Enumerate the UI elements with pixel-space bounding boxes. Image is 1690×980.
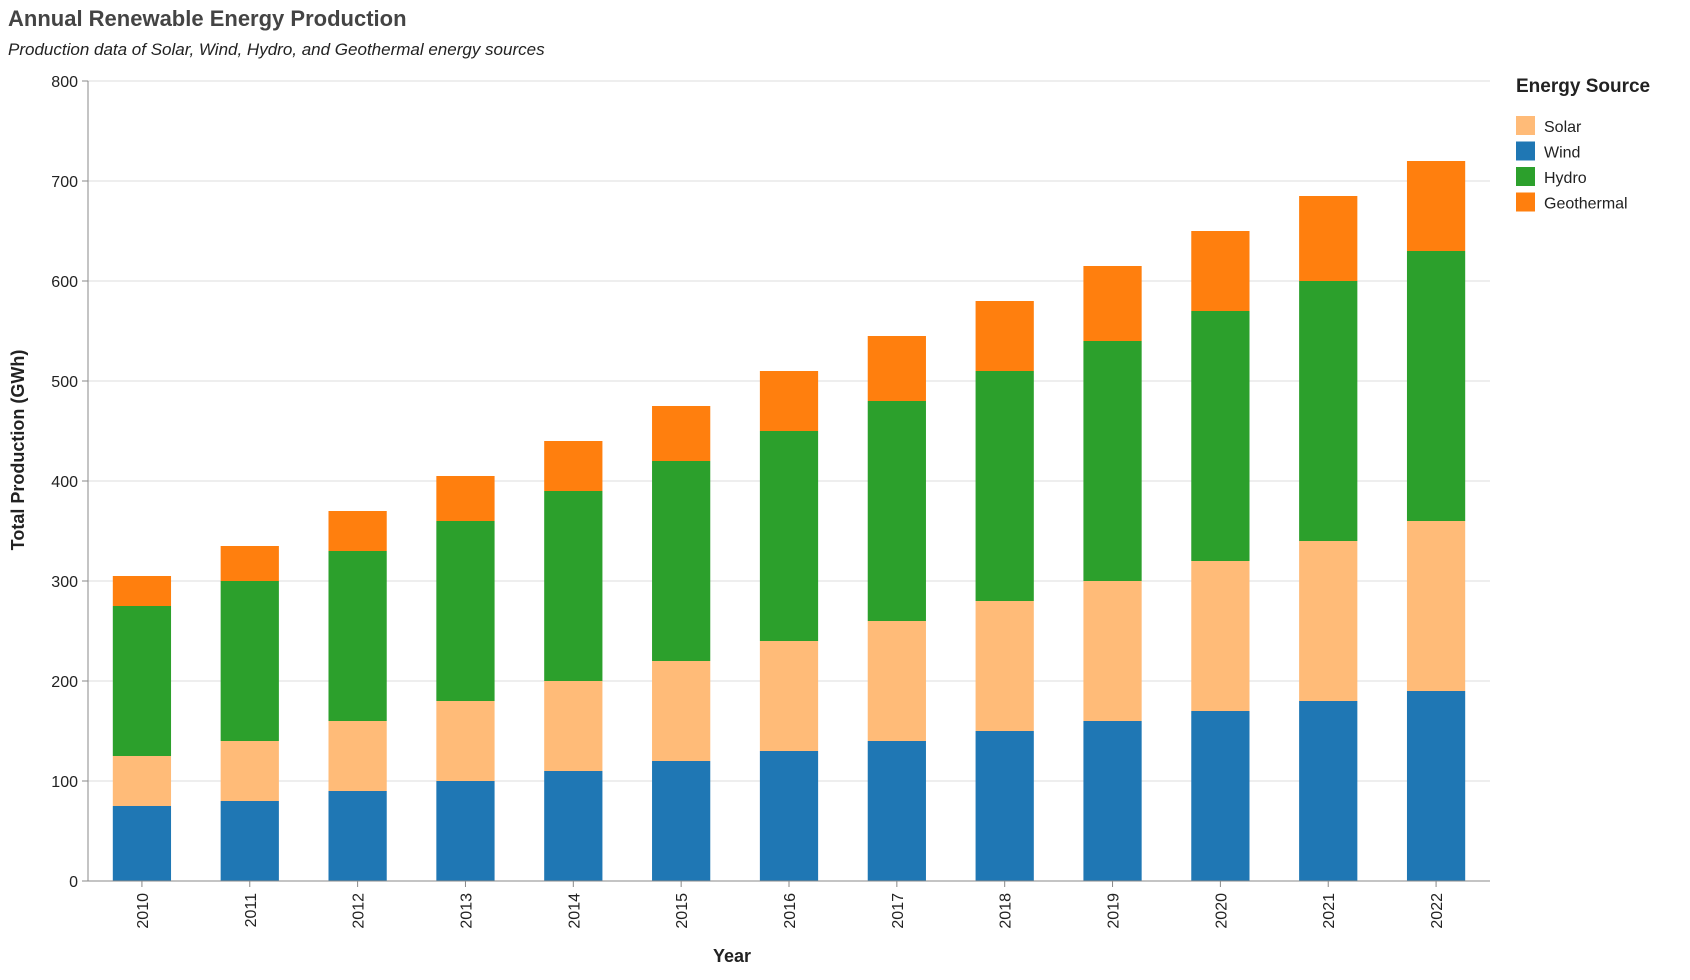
bar-wind-2017 — [867, 741, 926, 881]
bar-solar-2019 — [1083, 581, 1142, 721]
legend-swatch-solar — [1516, 116, 1535, 135]
bar-wind-2021 — [1299, 701, 1358, 881]
legend-label-geothermal: Geothermal — [1544, 196, 1628, 213]
bar-wind-2010 — [112, 806, 172, 881]
y-tick-label: 0 — [69, 874, 78, 891]
bar-geothermal-2014 — [544, 441, 603, 491]
bar-geothermal-2022 — [1406, 161, 1466, 251]
bar-solar-2015 — [652, 661, 711, 761]
bar-geothermal-2018 — [975, 301, 1034, 371]
bar-hydro-2015 — [652, 461, 711, 661]
bar-solar-2021 — [1299, 541, 1358, 701]
bar-geothermal-2019 — [1083, 266, 1142, 341]
bar-solar-2013 — [436, 701, 495, 781]
bar-hydro-2017 — [867, 401, 926, 621]
bar-hydro-2014 — [544, 491, 603, 681]
x-tick-label: 2010 — [135, 893, 152, 929]
bar-hydro-2013 — [436, 521, 495, 701]
legend-label-hydro: Hydro — [1544, 170, 1587, 187]
axes: 0 100 200 300 400 500 600 700 800 2010 2011 2012 201… — [51, 74, 1490, 929]
bar-solar-2022 — [1406, 521, 1466, 691]
x-tick-label: 2020 — [1213, 893, 1230, 929]
bar-wind-2019 — [1083, 721, 1142, 881]
legend-label-wind: Wind — [1544, 145, 1580, 162]
bar-wind-2016 — [759, 751, 819, 881]
legend-swatch-wind — [1516, 141, 1535, 161]
bar-solar-2020 — [1191, 561, 1250, 711]
bar-wind-2022 — [1406, 691, 1466, 881]
bar-solar-2017 — [867, 621, 926, 741]
bar-wind-2013 — [436, 781, 495, 881]
bar-geothermal-2013 — [436, 476, 495, 521]
bar-geothermal-2021 — [1299, 196, 1358, 281]
bar-geothermal-2020 — [1191, 231, 1250, 311]
x-tick-label: 2013 — [458, 893, 475, 929]
x-tick-label: 2012 — [351, 893, 368, 929]
bar-wind-2012 — [328, 791, 387, 881]
legend-title: Energy Source — [1516, 76, 1650, 97]
bar-hydro-2022 — [1406, 251, 1466, 521]
x-tick-label: 2018 — [998, 893, 1015, 929]
legend-swatch-hydro — [1516, 167, 1535, 186]
x-tick-label: 2014 — [566, 893, 583, 929]
y-tick-label: 200 — [51, 674, 78, 691]
legend-swatch-geothermal — [1516, 192, 1535, 212]
bar-solar-2012 — [328, 721, 387, 791]
y-axis-title: Total Production (GWh) — [8, 350, 28, 551]
bar-hydro-2020 — [1191, 311, 1250, 561]
y-tick-label: 600 — [51, 274, 78, 291]
x-tick-label: 2016 — [782, 893, 799, 929]
bar-hydro-2021 — [1299, 281, 1358, 541]
bar-wind-2020 — [1191, 711, 1250, 881]
bar-wind-2015 — [652, 761, 711, 881]
bar-wind-2014 — [544, 771, 603, 881]
bars — [112, 161, 1466, 881]
bar-solar-2018 — [975, 601, 1034, 731]
bar-geothermal-2016 — [759, 371, 819, 431]
x-tick-label: 2011 — [243, 893, 260, 928]
bar-wind-2018 — [975, 731, 1034, 881]
bar-hydro-2012 — [328, 551, 387, 721]
bar-geothermal-2011 — [220, 546, 279, 581]
bar-solar-2014 — [544, 681, 603, 771]
bar-hydro-2016 — [759, 431, 819, 641]
legend-label-solar: Solar — [1544, 119, 1582, 136]
bar-geothermal-2015 — [652, 406, 711, 461]
legend: Energy Source Solar Wind Hydro Geothermal — [1516, 76, 1650, 213]
y-tick-label: 500 — [51, 374, 78, 391]
bar-solar-2011 — [220, 741, 279, 801]
y-tick-label: 400 — [51, 474, 78, 491]
x-tick-label: 2019 — [1106, 893, 1123, 929]
bar-hydro-2018 — [975, 371, 1034, 601]
bar-geothermal-2012 — [328, 511, 387, 551]
chart-subtitle: Production data of Solar, Wind, Hydro, a… — [8, 40, 545, 59]
bar-hydro-2011 — [220, 581, 279, 741]
bar-solar-2016 — [759, 641, 819, 751]
x-tick-label: 2022 — [1429, 893, 1446, 929]
chart-title: Annual Renewable Energy Production — [8, 6, 407, 31]
bar-wind-2011 — [220, 801, 279, 881]
y-tick-label: 300 — [51, 574, 78, 591]
x-tick-label: 2017 — [890, 893, 907, 929]
x-axis-title: Year — [713, 946, 751, 966]
y-tick-label: 100 — [51, 774, 78, 791]
bar-geothermal-2017 — [867, 336, 926, 401]
bar-solar-2010 — [112, 756, 172, 806]
bar-hydro-2019 — [1083, 341, 1142, 581]
bar-hydro-2010 — [112, 606, 172, 756]
x-tick-label: 2015 — [674, 893, 691, 929]
bar-geothermal-2010 — [112, 576, 172, 606]
x-tick-label: 2021 — [1321, 893, 1338, 929]
y-tick-label: 700 — [51, 174, 78, 191]
y-tick-label: 800 — [51, 74, 78, 91]
